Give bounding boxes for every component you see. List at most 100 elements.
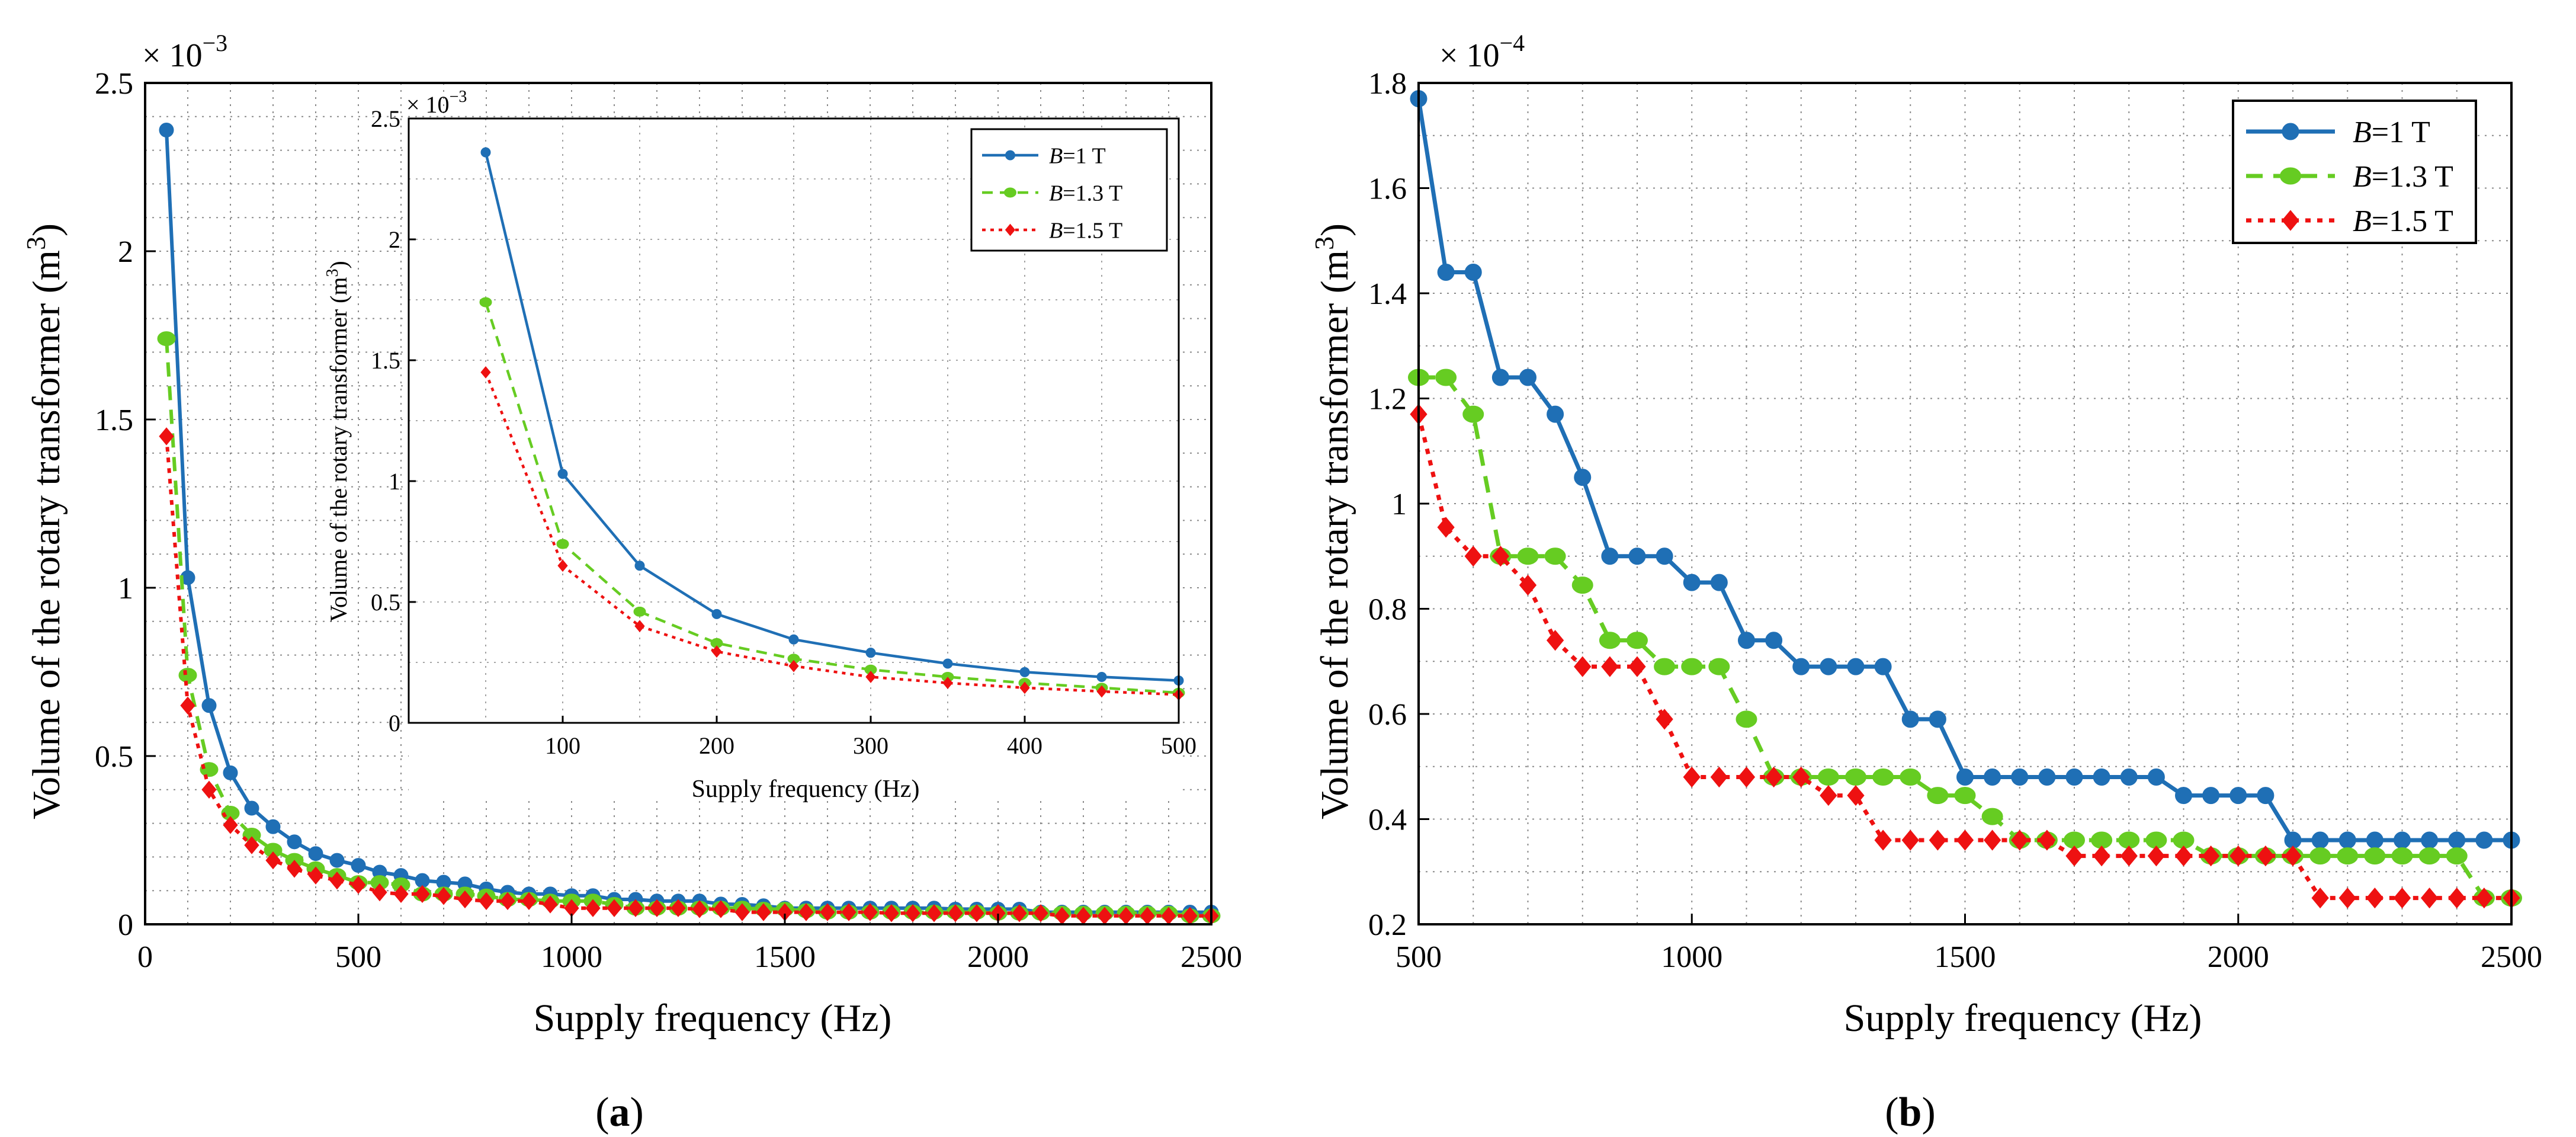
inset-ticks: 100 200 300 400 500 0 0.5 1 1.5 2 2.5 <box>371 105 1196 759</box>
data-point <box>2038 768 2056 786</box>
data-point <box>926 904 942 923</box>
data-point <box>713 900 729 918</box>
data-point <box>201 780 217 799</box>
data-point <box>1681 658 1703 675</box>
data-point <box>1544 547 1566 565</box>
data-point <box>634 561 645 571</box>
panel-b-chart: 500 1000 1500 2000 2500 0.2 0.4 0.6 0.8 1 1.2 1.4 1.… <box>1309 30 2542 1135</box>
data-point <box>1710 766 1728 788</box>
data-point <box>1820 658 1837 675</box>
x-tick-label: 500 <box>335 940 381 974</box>
data-point <box>1765 766 1783 788</box>
y-tick-label: 0.4 <box>1368 803 1407 837</box>
inset-chart: 100 200 300 400 500 0 0.5 1 1.5 2 2.5 × 10−3 Volum… <box>323 88 1196 803</box>
data-point <box>948 904 963 923</box>
data-point <box>2338 831 2356 849</box>
data-point <box>1656 709 1673 730</box>
data-point <box>1874 829 1892 851</box>
legend-marker <box>1005 223 1016 236</box>
panel-a-plot-frame <box>144 82 1212 925</box>
inset-y-axis-label: Volume of the rotary transformer (m3) <box>323 261 352 622</box>
data-point <box>905 904 920 923</box>
y-tick-label: 0 <box>389 710 400 736</box>
legend-label-3: B=1.5 T <box>2353 204 2453 238</box>
data-point <box>1738 632 1755 649</box>
data-point <box>479 297 492 308</box>
data-point <box>1983 829 2001 851</box>
data-point <box>1519 574 1537 596</box>
data-point <box>2475 888 2493 909</box>
data-point <box>1033 904 1048 923</box>
data-point <box>2120 845 2138 867</box>
data-point <box>159 123 174 138</box>
y-tick-label: 0.2 <box>1368 908 1407 942</box>
data-point <box>2475 831 2493 849</box>
data-point <box>479 892 494 910</box>
data-point <box>1517 547 1539 565</box>
data-point <box>2420 888 2439 909</box>
data-point <box>2065 768 2083 786</box>
data-point <box>223 816 238 834</box>
legend-label-3: B=1.5 T <box>1049 218 1122 243</box>
data-point <box>1737 766 1756 788</box>
data-point <box>841 903 856 921</box>
data-point <box>1929 829 1947 851</box>
x-tick-label: 2000 <box>967 940 1029 974</box>
data-point <box>1628 547 1646 565</box>
data-point <box>1627 632 1648 649</box>
data-point <box>244 800 259 816</box>
data-point <box>692 900 707 918</box>
data-point <box>1683 574 1701 591</box>
inset-legend: B=1 T B=1.3 T B=1.5 T <box>970 128 1168 252</box>
data-point <box>2257 845 2275 867</box>
y-tick-label: 0 <box>118 908 133 942</box>
legend-marker <box>2282 123 2299 140</box>
data-point <box>634 620 645 633</box>
data-point <box>2284 845 2302 867</box>
data-point <box>2366 888 2384 909</box>
data-point <box>1981 808 2003 825</box>
series-line-2 <box>484 302 1179 694</box>
y-tick-label: 1.2 <box>1368 383 1407 417</box>
legend-label-2: B=1.3 T <box>2353 160 2453 194</box>
data-point <box>2446 847 2468 865</box>
data-point <box>1437 517 1455 538</box>
data-point <box>1491 546 1510 567</box>
data-point <box>308 846 323 861</box>
panel-a-exponent: × 10−3 <box>142 30 227 74</box>
data-point <box>2120 768 2138 786</box>
panel-a-caption: (a) <box>595 1090 644 1135</box>
data-point <box>2448 831 2466 849</box>
data-point <box>265 819 281 834</box>
data-point <box>865 671 876 683</box>
data-point <box>1710 574 1728 591</box>
data-point <box>436 887 451 905</box>
data-point <box>1547 405 1564 423</box>
y-tick-label: 2.5 <box>95 67 133 101</box>
data-point <box>329 853 345 868</box>
x-tick-label: 1500 <box>1935 940 1996 974</box>
data-point <box>2311 831 2329 849</box>
data-point <box>2421 831 2439 849</box>
data-point <box>865 648 876 658</box>
data-point <box>1628 656 1646 677</box>
data-point <box>2175 787 2192 805</box>
data-point <box>223 765 238 780</box>
data-point <box>2229 845 2247 867</box>
data-point <box>1019 667 1030 677</box>
data-point <box>1546 630 1564 651</box>
data-point <box>265 851 281 870</box>
data-point <box>788 659 799 672</box>
y-tick-label: 0.5 <box>95 740 133 774</box>
data-point <box>180 696 195 715</box>
data-point <box>1574 656 1592 677</box>
data-point <box>1599 632 1621 649</box>
y-tick-label: 1 <box>118 572 133 606</box>
data-point <box>1847 658 1865 675</box>
data-point <box>2202 787 2220 805</box>
inset-plot-frame <box>408 117 1180 724</box>
x-tick-label: 0 <box>137 940 153 974</box>
data-point <box>2311 888 2329 909</box>
data-point <box>2448 888 2466 909</box>
